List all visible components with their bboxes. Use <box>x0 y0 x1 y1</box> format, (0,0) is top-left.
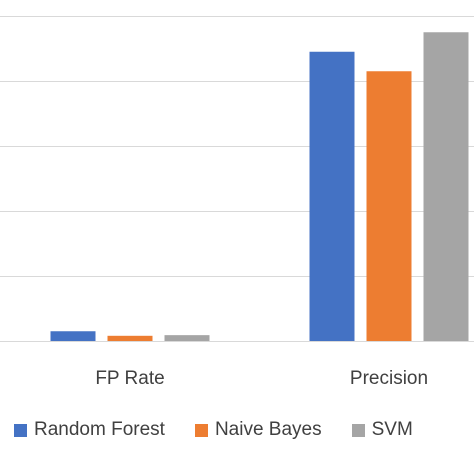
bar-naive-bayes-precision <box>366 71 412 341</box>
x-tick-label: Precision <box>350 368 428 389</box>
gridlines <box>0 16 474 342</box>
legend-label: Naive Bayes <box>214 419 322 440</box>
legend-swatch <box>351 423 365 437</box>
legend-item: SVM <box>351 419 413 441</box>
x-tick-label: FP Rate <box>95 368 164 389</box>
legend-swatch <box>194 423 208 437</box>
bar-svm-fp-rate <box>164 335 210 341</box>
bars <box>50 32 469 341</box>
bar-random-forest-precision <box>309 51 355 341</box>
legend-item: Naive Bayes <box>194 419 322 441</box>
legend-swatch <box>14 423 27 437</box>
legend-label: SVM <box>371 419 413 440</box>
x-axis-labels: FP Rate Precision <box>95 368 428 389</box>
legend-item: Random Forest <box>14 419 165 441</box>
legend: Random Forest Naive Bayes SVM <box>14 419 413 441</box>
bar-svm-precision <box>423 32 469 341</box>
bar-naive-bayes-fp-rate <box>107 335 153 341</box>
legend-label: Random Forest <box>34 419 165 440</box>
bar-random-forest-fp-rate <box>50 331 96 341</box>
